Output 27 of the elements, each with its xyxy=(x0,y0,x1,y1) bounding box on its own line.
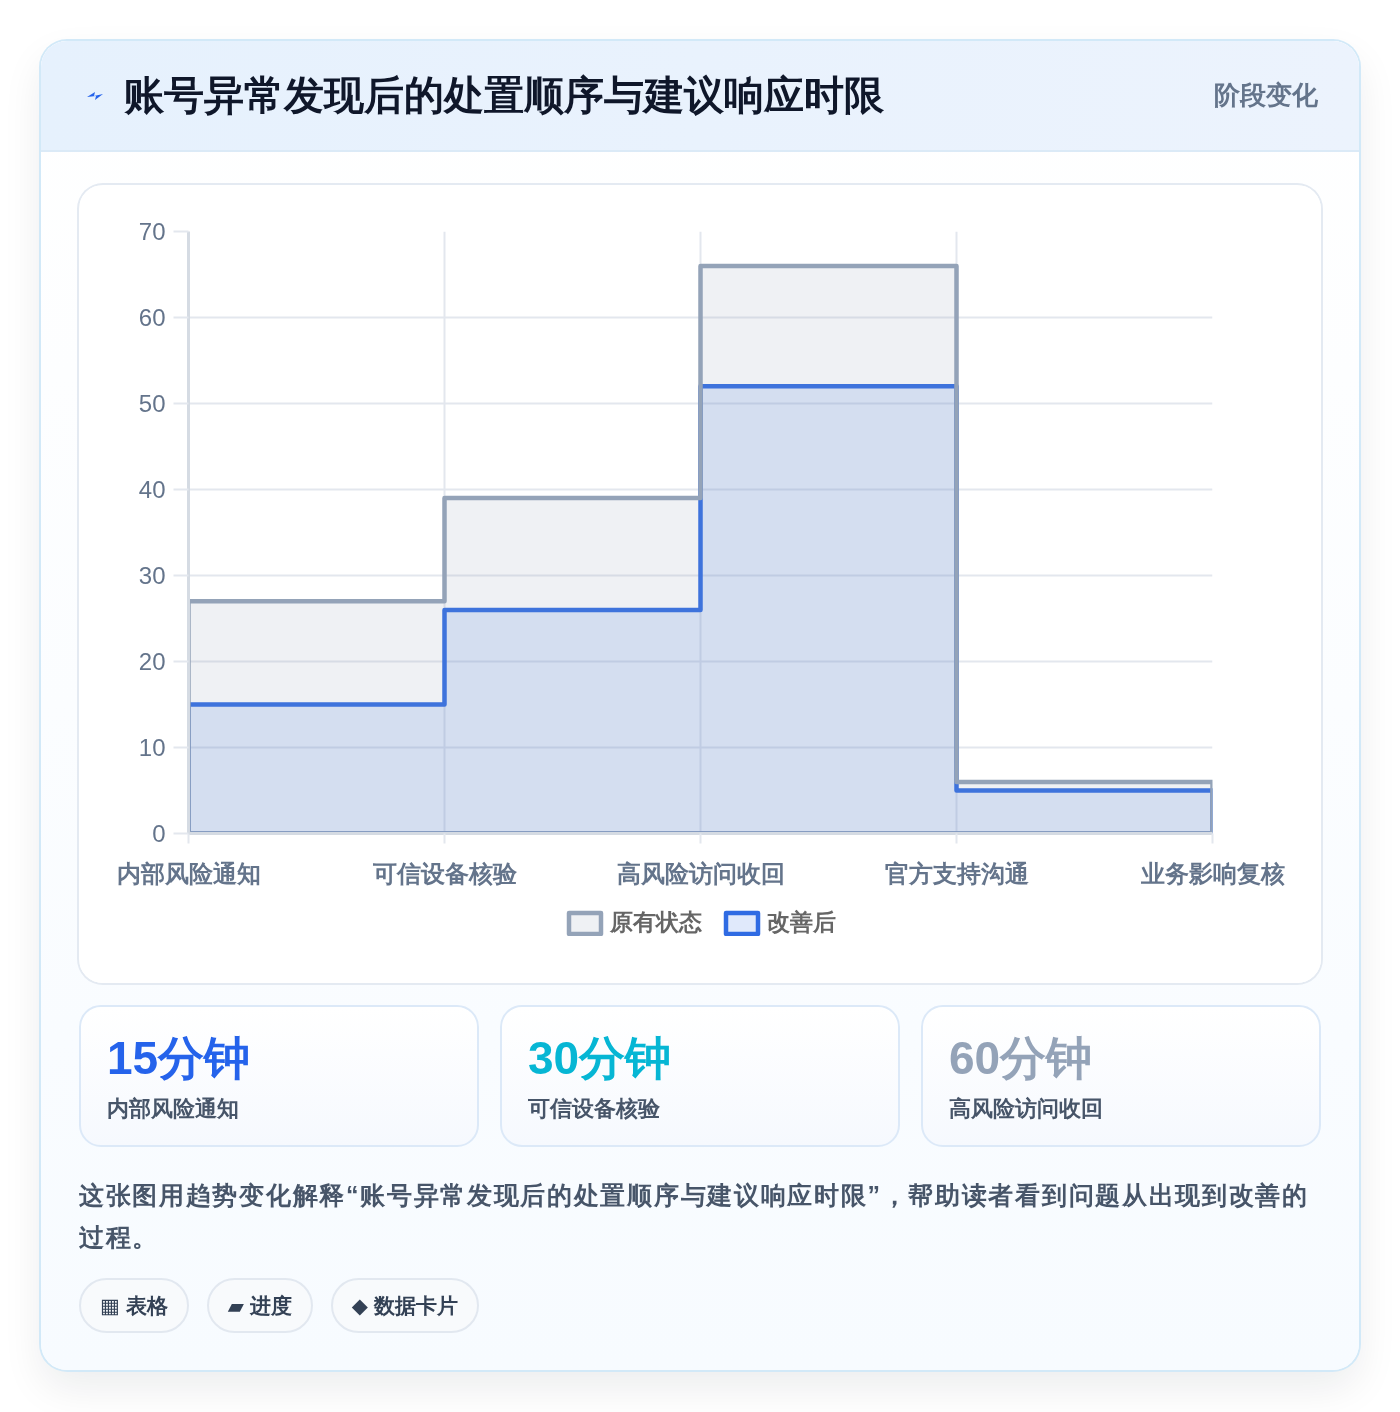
y-tick-label: 30 xyxy=(138,562,166,589)
text: 15分钟 xyxy=(107,1031,252,1086)
text: 高风险访问收回 xyxy=(949,1095,1104,1123)
x-tick-label: 高风险访问收回 xyxy=(616,859,785,887)
text: ▰ 进度 xyxy=(206,1278,313,1333)
text: 30分钟 xyxy=(528,1031,673,1086)
text: 可信设备核验 xyxy=(528,1095,661,1123)
text: ◆ 数据卡片 xyxy=(330,1278,479,1333)
legend-label: 原有状态 xyxy=(609,908,702,937)
y-tick-label: 50 xyxy=(138,390,166,417)
y-tick-label: 20 xyxy=(138,648,166,675)
text: 阶段变化 xyxy=(1214,79,1318,112)
x-tick-label: 可信设备核验 xyxy=(371,859,518,887)
text: 60分钟 xyxy=(949,1031,1094,1086)
x-tick-label: 业务影响复核 xyxy=(1139,859,1285,887)
y-tick-label: 0 xyxy=(152,820,166,847)
x-tick-label: 官方支持沟通 xyxy=(884,859,1029,887)
text: 内部风险通知 xyxy=(107,1095,240,1123)
legend-label: 改善后 xyxy=(766,908,836,937)
chart-title: 账号异常发现后的处置顺序与建议响应时限 xyxy=(124,72,884,119)
y-tick-label: 10 xyxy=(138,734,166,761)
y-tick-label: 40 xyxy=(138,476,166,503)
text: 这张图用趋势变化解释“账号异常发现后的处置顺序与建议响应时限”，帮助读者看到问题从出现到改善的过程。 xyxy=(79,1180,1310,1253)
text: ▦ 表格 xyxy=(79,1278,189,1333)
y-tick-label: 70 xyxy=(138,218,166,245)
y-tick-label: 60 xyxy=(138,304,166,331)
x-tick-label: 内部风险通知 xyxy=(116,859,261,887)
